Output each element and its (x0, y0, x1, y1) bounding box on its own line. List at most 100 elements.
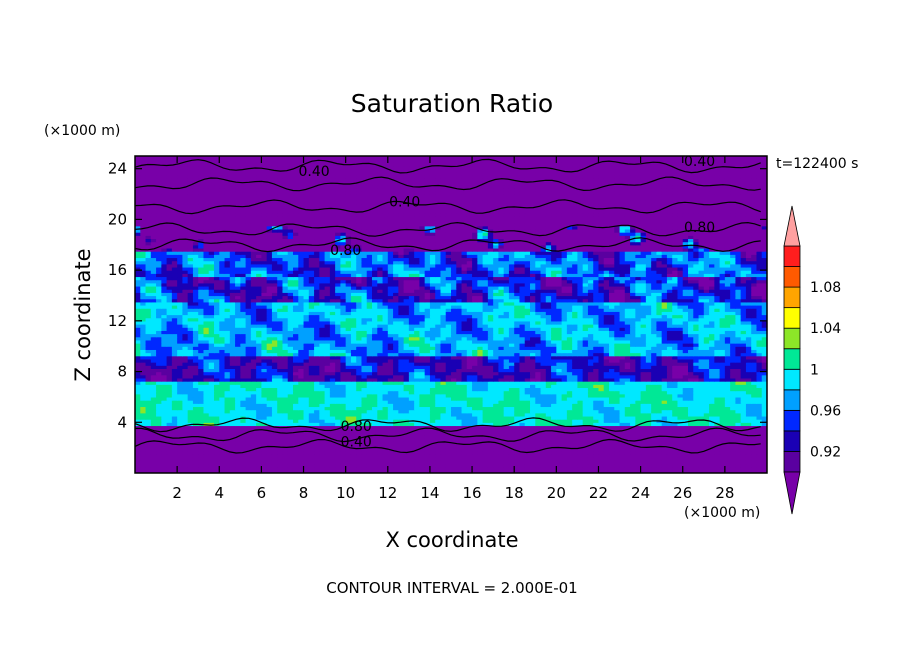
field-cell (408, 403, 415, 408)
field-cell (419, 384, 426, 389)
field-cell (498, 362, 505, 366)
field-cell (329, 422, 336, 427)
field-cell (630, 358, 636, 363)
field-cell (456, 463, 463, 468)
field-cell (577, 450, 584, 455)
field-cell (503, 409, 510, 414)
field-cell (451, 403, 457, 408)
field-cell (724, 403, 731, 408)
field-cell (350, 349, 357, 354)
field-cell (445, 409, 452, 414)
field-cell (540, 460, 547, 465)
field-cell (503, 422, 510, 427)
field-cell (514, 466, 521, 471)
field-cell (630, 365, 636, 369)
field-cell (719, 425, 726, 430)
field-cell (435, 463, 442, 468)
field-cell (387, 422, 394, 427)
field-cell (145, 460, 152, 465)
field-cell (545, 453, 552, 458)
field-cell (324, 362, 331, 366)
field-cell (508, 365, 515, 369)
field-cell (593, 403, 600, 408)
field-cell (150, 352, 157, 357)
field-cell (651, 457, 657, 461)
field-cell (166, 460, 173, 465)
field-cell (503, 371, 510, 376)
field-cell (677, 444, 684, 449)
field-cell (672, 400, 679, 404)
field-cell (429, 377, 436, 382)
field-cell (624, 374, 631, 379)
field-cell (171, 447, 178, 452)
field-cell (414, 355, 420, 360)
field-cell (256, 428, 262, 433)
field-cell (287, 428, 294, 433)
field-cell (630, 428, 636, 433)
field-cell (740, 450, 747, 455)
field-cell (293, 409, 299, 414)
field-cell (419, 469, 426, 473)
field-cell (435, 419, 442, 423)
field-cell (366, 409, 373, 414)
field-cell (398, 463, 405, 468)
field-cell (303, 422, 310, 427)
field-cell (614, 406, 621, 411)
field-cell (166, 377, 173, 382)
field-cell (577, 409, 584, 414)
field-cell (335, 428, 341, 433)
field-cell (640, 453, 647, 458)
field-cell (661, 355, 668, 360)
field-cell (651, 374, 657, 379)
field-cell (503, 343, 510, 347)
field-cell (419, 355, 426, 360)
field-cell (377, 368, 384, 373)
field-cell (661, 387, 668, 392)
field-cell (530, 403, 536, 408)
field-cell (740, 425, 747, 430)
field-cell (324, 346, 331, 350)
field-cell (445, 377, 452, 382)
field-cell (751, 368, 758, 373)
field-cell (619, 450, 626, 455)
field-cell (303, 403, 310, 408)
field-cell (245, 406, 252, 411)
field-cell (572, 352, 578, 357)
field-cell (461, 463, 468, 468)
field-cell (240, 466, 247, 471)
field-cell (756, 460, 763, 465)
field-cell (493, 438, 499, 442)
field-cell (724, 406, 731, 411)
field-cell (250, 390, 257, 395)
field-cell (366, 390, 373, 395)
field-cell (171, 393, 178, 398)
field-cell (566, 343, 573, 347)
field-cell (366, 428, 373, 433)
field-cell (182, 381, 189, 385)
field-cell (335, 377, 341, 382)
field-cell (619, 368, 626, 373)
field-cell (561, 387, 568, 392)
field-cell (403, 412, 410, 417)
field-cell (393, 396, 399, 401)
field-cell (456, 358, 463, 363)
field-cell (350, 441, 357, 446)
field-cell (382, 460, 389, 465)
field-cell (150, 355, 157, 360)
field-cell (324, 368, 331, 373)
field-cell (350, 447, 357, 452)
field-cell (145, 412, 152, 417)
field-cell (256, 409, 262, 414)
field-cell (640, 466, 647, 471)
field-cell (366, 403, 373, 408)
field-cell (266, 393, 273, 398)
field-cell (135, 444, 141, 449)
field-cell (587, 431, 594, 436)
field-cell (535, 428, 542, 433)
field-cell (577, 365, 584, 369)
field-cell (561, 349, 568, 354)
field-cell (666, 371, 673, 376)
field-cell (208, 349, 215, 354)
field-cell (219, 393, 226, 398)
field-cell (682, 444, 689, 449)
